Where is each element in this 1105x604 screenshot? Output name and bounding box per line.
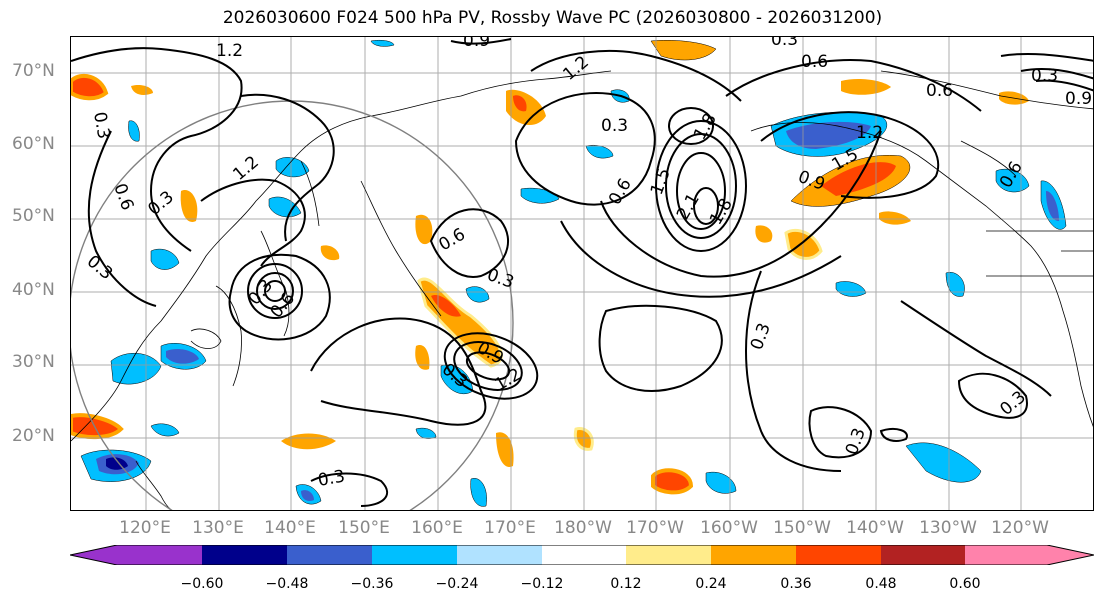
- contour-label: 0.6: [926, 81, 953, 101]
- lon-label-170w: 170°W: [626, 518, 684, 538]
- lat-label-50n: 50°N: [12, 206, 55, 226]
- colorbar-tick: −0.48: [265, 576, 309, 592]
- lon-label-180w: 180°W: [554, 518, 612, 538]
- contour-label: 0.3: [83, 252, 117, 285]
- colorbar-tick: −0.36: [350, 576, 394, 592]
- colorbar-segment: [457, 545, 542, 565]
- colorbar-segment: [796, 545, 881, 565]
- contour-label: 0.6: [801, 52, 828, 72]
- colorbar-segment: [626, 545, 711, 565]
- contour-label: 0.3: [89, 110, 113, 140]
- lon-label-130e: 130°E: [192, 518, 244, 538]
- positive-anomaly-fills: [71, 40, 1029, 495]
- colorbar-segment: [881, 545, 965, 565]
- lon-label-160e: 160°E: [411, 518, 463, 538]
- colorbar-tick: 0.48: [865, 576, 897, 592]
- colorbar-tick: 0.12: [610, 576, 642, 592]
- colorbar-tick: 0.60: [949, 576, 981, 592]
- colorbar-tick: −0.12: [520, 576, 564, 592]
- lon-label-160w: 160°W: [700, 518, 758, 538]
- lon-label-150w: 150°W: [773, 518, 831, 538]
- colorbar-segment: [372, 545, 457, 565]
- contour-label: 0.3: [771, 37, 798, 50]
- lon-label-120w: 120°W: [991, 518, 1049, 538]
- colorbar: [70, 545, 1094, 565]
- contour-label: 1.2: [216, 41, 243, 61]
- contour-label: 0.3: [601, 116, 628, 136]
- contour-label: 0.3: [1031, 66, 1058, 86]
- colorbar-extend-high: [965, 545, 1094, 565]
- contour-label: 1.2: [856, 123, 883, 143]
- contour-label: 0.3: [747, 320, 775, 352]
- lat-label-40n: 40°N: [12, 280, 55, 300]
- lon-label-140w: 140°W: [846, 518, 904, 538]
- map-canvas: 1.2 0.9 0.3 0.6 0.6 0.9 1.2 0.3 0.6 0.3 …: [71, 37, 1093, 510]
- lon-label-130w: 130°W: [919, 518, 977, 538]
- colorbar-segment: [202, 545, 287, 565]
- contour-labels: 1.2 0.9 0.3 0.6 0.6 0.9 1.2 0.3 0.6 0.3 …: [83, 37, 1092, 491]
- colorbar-tick: 0.24: [695, 576, 727, 592]
- colorbar-tick: 0.36: [780, 576, 812, 592]
- contour-label: 0.3: [484, 265, 516, 293]
- contour-label: 0.9: [1065, 89, 1092, 109]
- lat-label-60n: 60°N: [12, 134, 55, 154]
- contour-label: 0.3: [316, 467, 346, 491]
- colorbar-segment: [711, 545, 796, 565]
- contour-label: 0.6: [109, 181, 137, 213]
- lon-label-140e: 140°E: [264, 518, 316, 538]
- colorbar-tick: −0.24: [435, 576, 479, 592]
- lat-label-30n: 30°N: [12, 352, 55, 372]
- contour-label: 0.9: [463, 37, 490, 51]
- contour-label: 1.5: [647, 165, 675, 197]
- colorbar-segment: [287, 545, 372, 565]
- contour-label: 0.3: [144, 187, 178, 220]
- colorbar-segment: [542, 545, 626, 565]
- lon-label-170e: 170°E: [484, 518, 536, 538]
- colorbar-tick: −0.60: [180, 576, 224, 592]
- lon-label-150e: 150°E: [338, 518, 390, 538]
- lat-label-70n: 70°N: [12, 61, 55, 81]
- pv-contours: [71, 38, 1093, 507]
- graticule: [71, 37, 1093, 510]
- contour-label: 0.6: [436, 224, 469, 255]
- colorbar-extend-low: [70, 545, 202, 565]
- map-panel[interactable]: 1.2 0.9 0.3 0.6 0.6 0.9 1.2 0.3 0.6 0.3 …: [70, 36, 1094, 511]
- lat-label-20n: 20°N: [12, 426, 55, 446]
- map-title: 2026030600 F024 500 hPa PV, Rossby Wave …: [222, 8, 883, 28]
- lon-label-120e: 120°E: [119, 518, 171, 538]
- contour-label: 0.3: [842, 425, 870, 457]
- contour-label: 0.3: [996, 387, 1030, 420]
